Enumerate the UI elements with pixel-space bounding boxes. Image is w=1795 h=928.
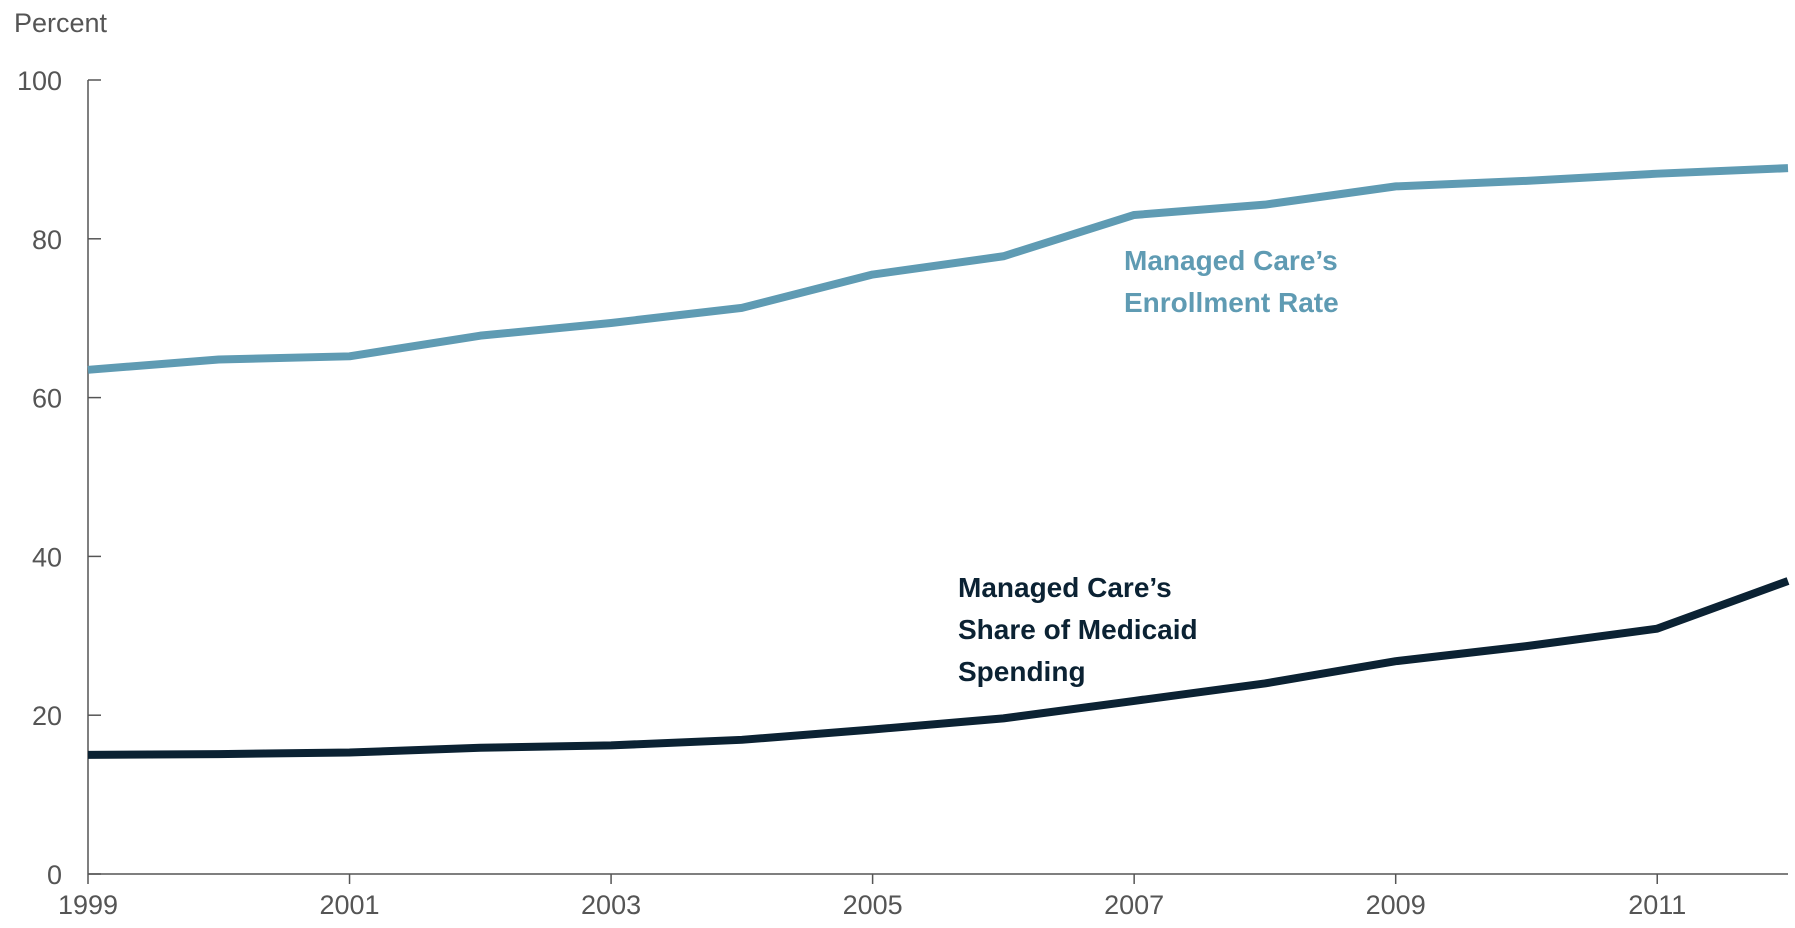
annotation: Spending xyxy=(958,656,1086,687)
x-tick-label: 2005 xyxy=(843,890,903,920)
x-tick-label: 2009 xyxy=(1366,890,1426,920)
x-tick-label: 1999 xyxy=(58,890,118,920)
x-tick-label: 2011 xyxy=(1628,890,1686,920)
y-tick-label: 0 xyxy=(47,860,62,890)
y-tick-label: 40 xyxy=(32,542,62,572)
annotation: Share of Medicaid xyxy=(958,614,1198,645)
annotation: Managed Care’s xyxy=(958,572,1172,603)
annotation: Managed Care’s xyxy=(1124,245,1338,276)
y-tick-label: 60 xyxy=(32,384,62,414)
y-tick-label: 100 xyxy=(17,66,62,96)
y-tick-label: 80 xyxy=(32,225,62,255)
line xyxy=(87,164,1789,374)
x-tick-label: 2003 xyxy=(581,890,641,920)
y-tick-label: 20 xyxy=(32,701,62,731)
x-tick-label: 2007 xyxy=(1104,890,1164,920)
line xyxy=(87,577,1790,759)
y-axis-label: Percent xyxy=(14,8,108,38)
x-tick-label: 2001 xyxy=(319,890,379,920)
annotation: Enrollment Rate xyxy=(1124,287,1339,318)
